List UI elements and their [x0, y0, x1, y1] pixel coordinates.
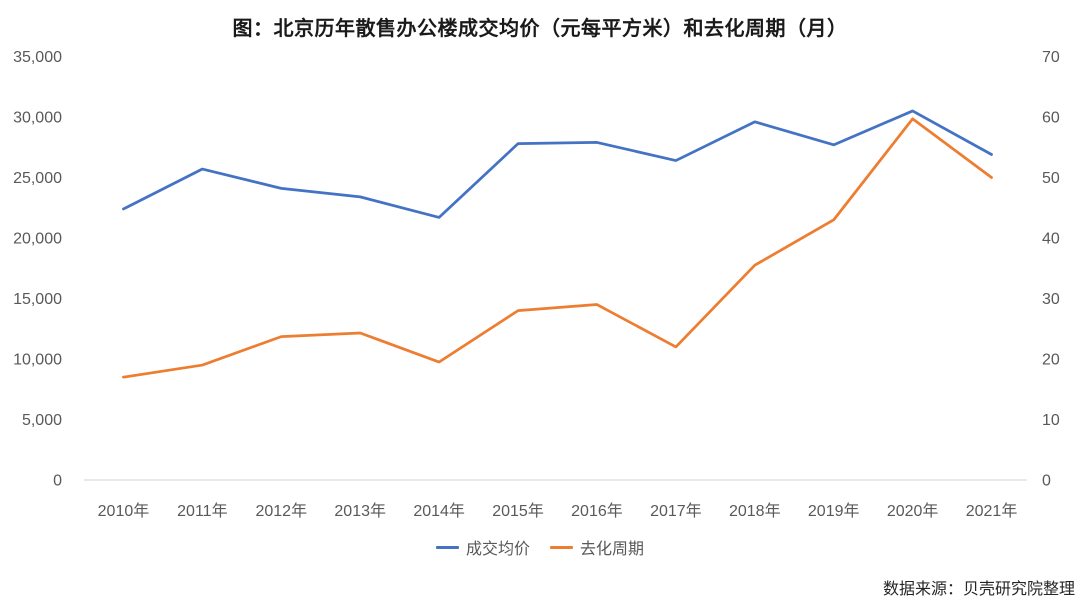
x-axis-tick-label: 2016年	[571, 502, 623, 520]
x-axis-tick-label: 2021年	[966, 502, 1018, 520]
x-axis-tick-label: 2014年	[413, 502, 465, 520]
legend-item-price: 成交均价	[435, 535, 530, 559]
chart-title: 图：北京历年散售办公楼成交均价（元每平方米）和去化周期（月）	[232, 18, 848, 40]
legend-label-price: 成交均价	[465, 541, 530, 558]
left-axis-tick-label: 20,000	[13, 231, 62, 248]
x-axis-tick-label: 2012年	[255, 502, 307, 520]
x-axis-tick-label: 2010年	[98, 502, 150, 520]
legend-label-cycle: 去化周期	[580, 541, 645, 558]
right-axis-tick-label: 60	[1042, 110, 1060, 127]
left-axis-tick-label: 15,000	[13, 291, 62, 308]
x-axis-tick-label: 2018年	[729, 502, 781, 520]
price-line-swatch	[435, 545, 459, 549]
x-axis-tick-label: 2015年	[492, 502, 544, 520]
cycle-line	[122, 117, 993, 379]
right-axis-tick-label: 70	[1042, 49, 1060, 66]
cycle-line-swatch	[550, 545, 573, 549]
x-axis-tick-label: 2019年	[808, 502, 860, 520]
x-axis-tick-label: 2017年	[650, 502, 702, 520]
left-axis-tick-label: 25,000	[13, 170, 62, 187]
x-axis-tick-label: 2020年	[887, 502, 939, 520]
right-axis-tick-label: 40	[1042, 231, 1060, 248]
right-axis-tick-label: 0	[1042, 473, 1051, 490]
left-axis-tick-label: 30,000	[13, 110, 62, 127]
right-axis-tick-label: 20	[1042, 352, 1060, 369]
x-axis-tick-label: 2013年	[334, 502, 386, 520]
data-source: 数据来源：贝壳研究院整理	[882, 581, 1075, 598]
right-axis-tick-label: 30	[1042, 291, 1060, 308]
legend-item-cycle: 去化周期	[550, 535, 644, 559]
x-axis-tick-label: 2011年	[177, 502, 227, 520]
left-axis-tick-label: 10,000	[13, 352, 62, 369]
left-axis-tick-label: 0	[53, 473, 62, 490]
left-axis-tick-label: 35,000	[13, 49, 62, 66]
right-axis-tick-label: 50	[1042, 170, 1060, 187]
price-line	[122, 109, 993, 219]
left-axis-tick-label: 5,000	[22, 412, 62, 429]
chart-legend: 成交均价 去化周期	[0, 535, 1080, 559]
right-axis-tick-label: 10	[1042, 412, 1060, 429]
